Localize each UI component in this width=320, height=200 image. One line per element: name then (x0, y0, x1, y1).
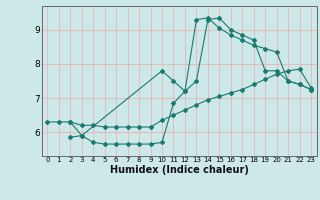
X-axis label: Humidex (Indice chaleur): Humidex (Indice chaleur) (110, 165, 249, 175)
